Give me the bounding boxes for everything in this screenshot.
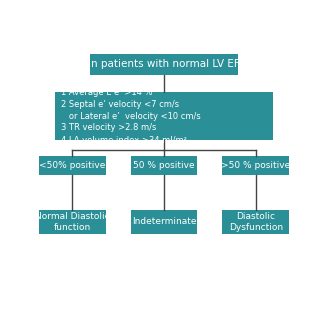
FancyBboxPatch shape <box>39 156 106 174</box>
Text: 1 Average E’e’ >14 %
2 Septal e’ velocity <7 cm/s
   or Lateral e’  velocity <10: 1 Average E’e’ >14 % 2 Septal e’ velocit… <box>61 88 201 144</box>
FancyBboxPatch shape <box>222 210 289 234</box>
Text: Indeterminate: Indeterminate <box>132 218 196 227</box>
FancyBboxPatch shape <box>90 54 238 75</box>
FancyBboxPatch shape <box>131 156 197 174</box>
FancyBboxPatch shape <box>131 210 197 234</box>
Text: >50 % positive: >50 % positive <box>221 161 290 170</box>
FancyBboxPatch shape <box>55 92 273 140</box>
FancyBboxPatch shape <box>222 156 289 174</box>
Text: <50% positive: <50% positive <box>39 161 105 170</box>
FancyBboxPatch shape <box>39 210 106 234</box>
Text: In patients with normal LV EF: In patients with normal LV EF <box>88 59 240 69</box>
Text: Normal Diastolic
function: Normal Diastolic function <box>35 212 109 232</box>
Text: Diastolic
Dysfunction: Diastolic Dysfunction <box>229 212 283 232</box>
Text: 50 % positive: 50 % positive <box>133 161 195 170</box>
